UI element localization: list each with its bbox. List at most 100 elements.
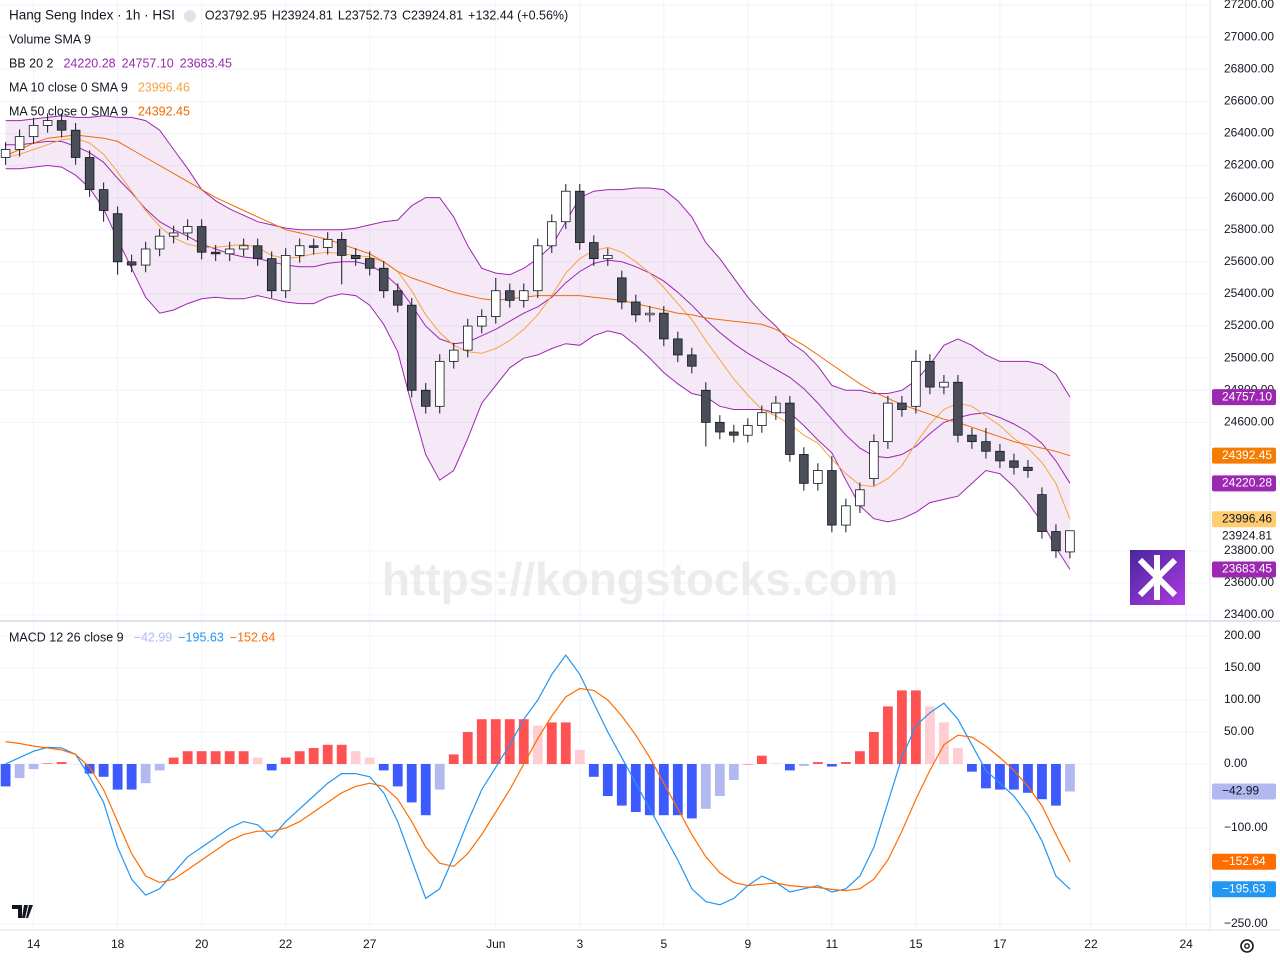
y-tick-label: 26400.00 — [1224, 126, 1274, 140]
candle-body — [743, 425, 753, 436]
x-tick-label: 14 — [27, 937, 41, 951]
histogram-bar — [1051, 764, 1061, 806]
candle-body — [869, 441, 879, 479]
histogram-bar — [574, 749, 585, 764]
candle-body — [364, 258, 375, 269]
histogram-bar — [756, 755, 767, 764]
candle-body — [771, 402, 781, 414]
x-tick-label: 22 — [279, 937, 293, 951]
y-tick-label: 100.00 — [1224, 692, 1261, 706]
price-tag-label: 23924.81 — [1222, 528, 1272, 542]
histogram-bar — [28, 764, 39, 770]
price-tag-label: 23996.46 — [1222, 511, 1272, 525]
candle-body — [981, 441, 991, 452]
candle-body — [406, 304, 417, 391]
x-tick-label: Jun — [486, 937, 505, 951]
histogram-bar — [588, 764, 599, 777]
candle-body — [561, 190, 571, 223]
histogram-bar — [420, 764, 431, 816]
chart-title: Hang Seng Index · 1h · HSI — [9, 8, 175, 23]
signal-value: −152.64 — [230, 630, 276, 644]
y-tick-label: 27200.00 — [1224, 0, 1274, 11]
histogram-bar — [686, 764, 697, 819]
logo-mark — [1137, 555, 1178, 600]
histogram-bar — [658, 764, 669, 816]
grid-layer — [0, 0, 1210, 930]
histogram-bar — [644, 764, 655, 816]
gear-icon[interactable] — [1240, 939, 1254, 953]
y-tick-label: 24600.00 — [1224, 415, 1274, 429]
candle-body — [939, 381, 949, 388]
price-tag — [1212, 853, 1276, 870]
histogram-bar — [364, 757, 375, 764]
candle-body — [463, 325, 473, 351]
histogram-bar — [742, 764, 753, 765]
candle-body — [308, 245, 319, 248]
candle-body — [224, 248, 235, 255]
histogram-bar — [294, 751, 305, 764]
x-tick-label: 15 — [909, 937, 923, 951]
histogram-bar — [196, 751, 207, 764]
histogram-bar — [981, 764, 991, 789]
indicator-value: 23683.45 — [180, 56, 232, 70]
histogram-bar — [616, 764, 627, 806]
y-tick-label: 0.00 — [1224, 756, 1248, 770]
histogram-bar — [14, 764, 25, 779]
settings-button[interactable] — [1240, 939, 1254, 953]
histogram-bar — [378, 764, 389, 771]
candle-body — [505, 290, 515, 301]
price-tag-label: 23683.45 — [1222, 562, 1272, 576]
candle-body — [14, 136, 25, 150]
gear-core — [1244, 943, 1250, 949]
ohlc-value: +132.44 (+0.56%) — [468, 8, 568, 22]
ohlc-value: H23924.81 — [272, 8, 333, 22]
candle-body — [336, 238, 347, 256]
price-tag — [1212, 475, 1276, 492]
histogram-bar — [798, 764, 809, 766]
candle-body — [322, 238, 333, 248]
x-tick-label: 24 — [1180, 937, 1194, 951]
histogram-bar — [98, 764, 109, 777]
candle-body — [813, 470, 823, 484]
histogram-bar — [602, 764, 613, 796]
x-tick-label: 27 — [363, 937, 377, 951]
histogram-bar — [406, 764, 417, 803]
candle-body — [294, 245, 305, 256]
y-tick-label: 23600.00 — [1224, 575, 1274, 589]
histogram-bar — [280, 757, 291, 764]
candle-body — [1065, 530, 1075, 553]
y-tick-label: 50.00 — [1224, 724, 1254, 738]
signal-line — [5, 687, 1071, 892]
x-tick-label: 20 — [195, 937, 209, 951]
histogram-bar — [252, 757, 263, 764]
candle-body — [589, 242, 599, 260]
y-tick-label: 200.00 — [1224, 628, 1261, 642]
histogram-bar — [700, 764, 711, 809]
histogram-bar — [322, 744, 333, 764]
y-tick-label: −250.00 — [1224, 916, 1268, 930]
histogram-bar — [112, 764, 123, 790]
histogram-bar — [350, 751, 361, 764]
candle-body — [42, 120, 53, 126]
y-tick-label: 26600.00 — [1224, 93, 1274, 107]
candle-body — [701, 389, 711, 423]
macd-hist-value: −42.99 — [134, 630, 173, 644]
candle-body — [645, 312, 655, 316]
x-tick-label: 11 — [826, 937, 839, 951]
indicator-value: 23996.46 — [138, 80, 190, 94]
y-tick-label: 150.00 — [1224, 660, 1261, 674]
histogram-bar — [56, 762, 67, 764]
candle-layer — [0, 113, 1075, 559]
candle-body — [911, 360, 921, 407]
tv-icon — [12, 905, 33, 918]
candle-body — [659, 312, 669, 340]
histogram-bar — [0, 764, 11, 787]
y-tick-label: 26200.00 — [1224, 158, 1274, 172]
candle-body — [252, 245, 263, 260]
price-tag — [1212, 561, 1276, 578]
candle-body — [897, 402, 907, 410]
candle-body — [1009, 460, 1019, 468]
histogram-bar — [238, 751, 249, 764]
histogram-bar — [925, 706, 935, 764]
histogram-bar — [1065, 764, 1075, 792]
